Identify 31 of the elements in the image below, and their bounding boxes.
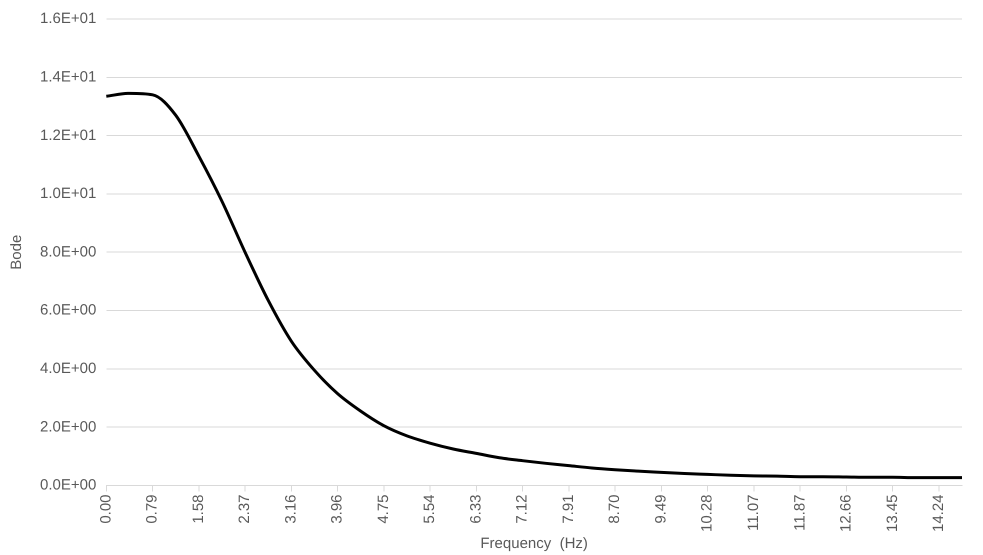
- x-tick-label: 6.33: [467, 494, 484, 524]
- y-tick-label: 4.0E+00: [40, 360, 96, 377]
- x-tick-label: 4.75: [374, 494, 392, 524]
- x-tick-label: 14.24: [930, 494, 948, 532]
- y-tick-label: 6.0E+00: [40, 302, 96, 319]
- line-series: [104, 92, 964, 480]
- x-tick-label: 13.45: [884, 494, 901, 532]
- y-tick-label: 0.0E+00: [40, 476, 96, 494]
- y-tick-label: 8.0E+00: [40, 243, 96, 260]
- x-tick-label: 1.58: [190, 494, 207, 524]
- x-tick-label: 3.96: [328, 494, 346, 524]
- x-tick-label: 0.79: [144, 494, 161, 524]
- x-tick-label: 7.12: [514, 494, 531, 524]
- x-tick-label: 2.37: [236, 494, 254, 524]
- x-tick-label: 8.70: [606, 494, 624, 524]
- x-tick-label: 5.54: [421, 494, 438, 524]
- x-tick-label: 9.49: [652, 494, 670, 524]
- x-axis-title: Frequency (Hz): [480, 535, 588, 552]
- x-tick-label: 11.07: [745, 494, 762, 531]
- y-tick-label: 1.4E+01: [40, 68, 96, 86]
- x-tick-label: 7.91: [560, 494, 577, 524]
- y-axis-title: Bode: [8, 234, 26, 270]
- y-tick-label: 1.2E+01: [40, 126, 96, 144]
- x-tick-label: 3.16: [282, 494, 300, 524]
- y-tick-label: 1.0E+01: [40, 185, 96, 202]
- x-tick-label: 10.28: [698, 494, 716, 532]
- y-tick-label: 1.6E+01: [40, 10, 96, 28]
- x-tick-label: 12.66: [838, 494, 855, 532]
- y-tick-label: 2.0E+00: [40, 418, 96, 436]
- x-tick-label: 0.00: [97, 494, 114, 524]
- x-tick-label: 11.87: [791, 494, 808, 531]
